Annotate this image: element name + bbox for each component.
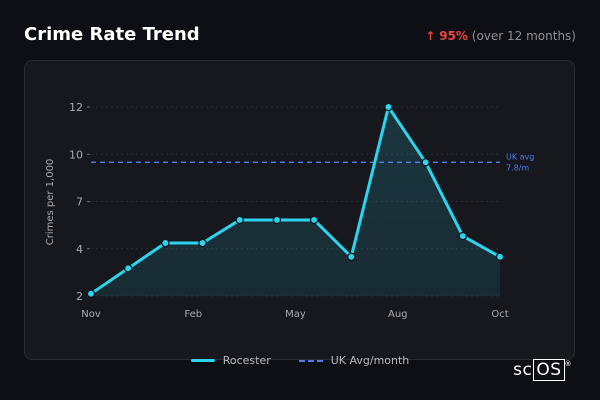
data-point	[347, 252, 356, 262]
data-point	[161, 238, 170, 248]
data-point	[235, 215, 244, 225]
reference-value-label: 7.8/m	[506, 163, 529, 172]
trend-up-arrow-icon: ↑	[425, 29, 436, 43]
data-point	[123, 264, 133, 273]
data-point	[198, 238, 207, 248]
scos-logo: sc OS ®	[513, 359, 572, 381]
y-tick-label: 2	[76, 290, 83, 303]
data-point	[86, 289, 96, 298]
data-point	[458, 231, 468, 241]
chart-card	[24, 60, 575, 360]
data-point	[495, 252, 505, 262]
reference-label: UK avg	[506, 152, 534, 161]
legend-item-rocester[interactable]: Rocester	[190, 354, 271, 367]
series-line-rocester	[89, 105, 502, 296]
y-axis-label: Crimes per 1,000	[45, 159, 56, 246]
y-tick-label: 10	[69, 148, 83, 161]
legend-item-uk-avg[interactable]: UK Avg/month	[298, 354, 410, 367]
trend-note: (over 12 months)	[471, 29, 576, 43]
y-tick-label: 12	[69, 101, 83, 114]
legend-label-rocester: Rocester	[222, 354, 271, 367]
legend-swatch-solid	[190, 359, 215, 362]
series-area	[91, 107, 500, 296]
page-title: Crime Rate Trend	[24, 24, 200, 45]
data-point	[309, 215, 319, 225]
trend-summary: ↑ 95% (over 12 months)	[425, 29, 576, 43]
trend-value: 95%	[439, 29, 468, 43]
data-point	[384, 102, 393, 112]
x-tick-label: Nov	[81, 309, 101, 320]
x-tick-label: Aug	[388, 309, 408, 320]
x-tick-label: Feb	[184, 309, 202, 320]
data-point	[272, 215, 282, 225]
y-tick-label: 4	[76, 243, 83, 256]
chart-legend: Rocester UK Avg/month	[0, 354, 600, 367]
data-point	[421, 158, 430, 167]
x-tick-label: May	[285, 309, 306, 320]
y-tick-label: 7	[76, 196, 83, 209]
legend-swatch-dashed	[298, 359, 323, 362]
legend-label-uk-avg: UK Avg/month	[330, 354, 410, 367]
x-tick-label: Oct	[491, 309, 508, 320]
